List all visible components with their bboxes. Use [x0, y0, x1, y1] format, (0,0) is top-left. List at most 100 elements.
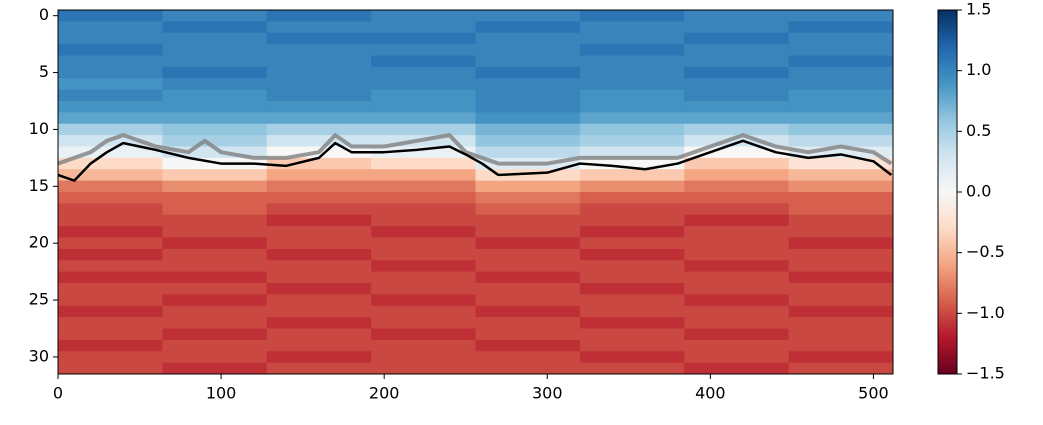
colorbar-tick-label: −1.0 [966, 303, 1005, 322]
heat-cell [266, 157, 372, 170]
heat-cell [579, 283, 685, 295]
heat-cell [788, 89, 894, 102]
heat-cell [684, 32, 790, 45]
heat-cell [475, 226, 581, 238]
heat-cell [684, 78, 790, 91]
heat-cell [162, 135, 268, 147]
heat-cell [371, 21, 476, 34]
heat-cell [266, 21, 372, 34]
heat-cell [788, 157, 894, 170]
heat-cell [58, 339, 163, 352]
x-tick-label: 100 [206, 384, 237, 403]
heat-cell [58, 237, 163, 250]
heat-cell [684, 89, 790, 102]
heat-cell [475, 112, 581, 125]
heat-cell [58, 123, 163, 136]
heat-cell [788, 226, 894, 238]
heat-cell [684, 157, 790, 170]
heat-cell [58, 271, 163, 284]
heat-cell [58, 101, 163, 113]
heat-cell [684, 10, 790, 22]
heat-cell [266, 328, 372, 341]
heat-cell [788, 271, 894, 284]
heat-cell [58, 10, 163, 22]
heat-cell [266, 294, 372, 307]
heat-cell [371, 112, 476, 125]
heat-cell [371, 237, 476, 250]
heat-cell [788, 101, 894, 113]
heat-cell [162, 192, 268, 204]
heat-cell [162, 260, 268, 273]
heat-cell [266, 44, 372, 56]
heat-cell [162, 283, 268, 295]
heat-cell [162, 55, 268, 68]
heat-cell [58, 260, 163, 273]
heat-cell [58, 169, 163, 182]
heat-cell [162, 351, 268, 364]
x-tick-label: 200 [369, 384, 400, 403]
y-tick-label: 10 [29, 119, 49, 138]
heat-cell [579, 305, 685, 318]
heat-cell [371, 32, 476, 45]
heat-cell [788, 237, 894, 250]
heat-cell [579, 362, 685, 375]
heat-cell [788, 123, 894, 136]
heat-cell [475, 44, 581, 56]
heat-cell [475, 203, 581, 216]
heat-cell [58, 21, 163, 34]
x-tick-label: 500 [858, 384, 889, 403]
colorbar-tick-label: −0.5 [966, 242, 1005, 261]
colorbar-tick-label: 0.0 [966, 182, 991, 201]
heat-cell [162, 362, 268, 375]
heat-cell [266, 32, 372, 45]
heat-cell [475, 89, 581, 102]
heat-cell [684, 328, 790, 341]
heat-cell [162, 10, 268, 22]
heat-cell [58, 146, 163, 159]
heat-cell [788, 146, 894, 159]
heat-cell [788, 339, 894, 352]
heat-cell [371, 248, 476, 261]
heat-cell [684, 192, 790, 204]
y-tick-label: 15 [29, 176, 49, 195]
heat-cell [788, 260, 894, 273]
heat-cell [684, 351, 790, 364]
heat-cell [684, 21, 790, 34]
heat-cell [162, 203, 268, 216]
heat-cell [684, 135, 790, 147]
heat-cell [58, 32, 163, 45]
heat-cell [371, 180, 476, 193]
heat-cell [162, 328, 268, 341]
heat-cell [475, 55, 581, 68]
heat-cell [475, 248, 581, 261]
heat-cell [266, 226, 372, 238]
plot-frame [57, 9, 894, 375]
heat-cell [475, 294, 581, 307]
heat-cell [579, 10, 685, 22]
heat-cell [684, 214, 790, 227]
heat-cell [162, 317, 268, 329]
heat-cell [266, 112, 372, 125]
heat-cell [162, 32, 268, 45]
heat-cell [579, 317, 685, 329]
heat-cell [162, 214, 268, 227]
heat-cell [684, 283, 790, 295]
heat-cell [371, 101, 476, 113]
heat-cell [162, 271, 268, 284]
heat-cell [788, 192, 894, 204]
heat-cell [371, 146, 476, 159]
heat-cell [788, 305, 894, 318]
heat-cell [162, 78, 268, 91]
heat-cell [475, 339, 581, 352]
heat-cell [266, 283, 372, 295]
heat-cell [371, 169, 476, 182]
heat-cell [371, 66, 476, 79]
heat-cell [371, 10, 476, 22]
heat-cell [371, 339, 476, 352]
heat-cell [475, 305, 581, 318]
heat-cell [579, 192, 685, 204]
heat-cell [475, 271, 581, 284]
x-tick-label: 0 [53, 384, 63, 403]
heat-cell [579, 157, 685, 170]
